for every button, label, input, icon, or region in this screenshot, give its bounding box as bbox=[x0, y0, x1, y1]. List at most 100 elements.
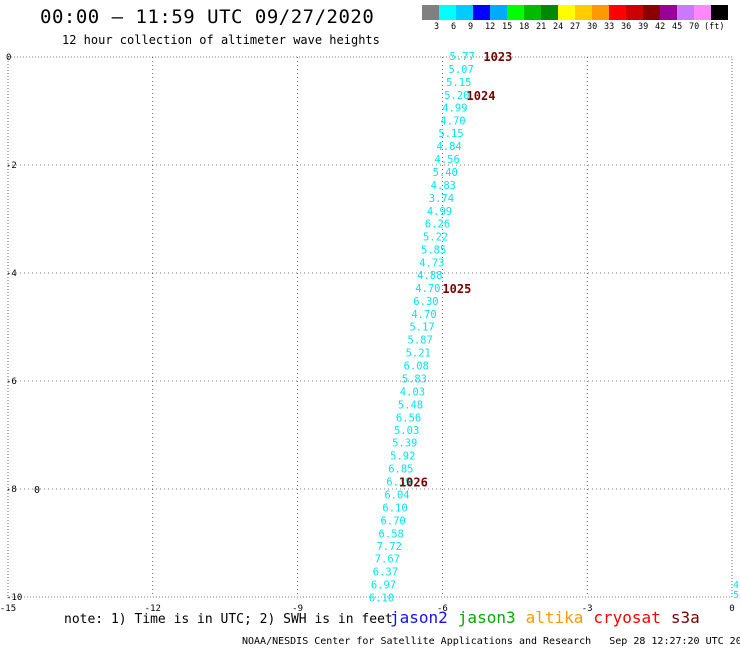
swh-value: 6.37 bbox=[373, 567, 398, 579]
swh-value: 4.99 bbox=[427, 206, 452, 218]
footer-org: NOAA/NESDIS Center for Satellite Applica… bbox=[242, 636, 592, 647]
footer-timestamp: Sep 28 12:27:20 UTC 2020 bbox=[609, 636, 740, 647]
legend-swatch bbox=[507, 5, 524, 20]
swh-value: 5.92 bbox=[390, 451, 415, 463]
swh-value: 5.03 bbox=[394, 425, 419, 437]
swh-value: 6.08 bbox=[404, 360, 429, 372]
swh-value: 6.70 bbox=[380, 515, 405, 527]
map-subtitle: 12 hour collection of altimeter wave hei… bbox=[62, 33, 380, 47]
satellite-s3a: s3a bbox=[670, 608, 700, 627]
satellite-cryosat: cryosat bbox=[593, 608, 661, 627]
swh-value: 6.26 bbox=[425, 218, 450, 230]
swh-value: 5.20 bbox=[444, 90, 469, 102]
legend-labels: 3 6 9 12 15 18 21 24 27 30 33 36 39 42 45 70 (ft) bbox=[422, 20, 740, 32]
left-edge-marker: 0 bbox=[34, 485, 40, 496]
legend-swatch bbox=[473, 5, 490, 20]
legend-unit: (ft) bbox=[704, 22, 725, 32]
swh-value: 4.84 bbox=[436, 141, 461, 153]
swh-value: 4.83 bbox=[431, 180, 456, 192]
swh-value: 5.48 bbox=[398, 399, 423, 411]
legend-swatch bbox=[694, 5, 711, 20]
swh-value: 6.30 bbox=[413, 296, 438, 308]
legend-swatch bbox=[592, 5, 609, 20]
swh-value: 6.56 bbox=[396, 412, 421, 424]
legend-label: 27 bbox=[570, 22, 581, 32]
satellite-jason2: jason2 bbox=[390, 608, 448, 627]
legend-swatch bbox=[439, 5, 456, 20]
swh-value: 4.88 bbox=[417, 270, 442, 282]
pressure-label: 1023 bbox=[483, 50, 512, 64]
swh-value: 7.72 bbox=[377, 541, 402, 553]
legend-label: 12 bbox=[485, 22, 496, 32]
satellite-legend: jason2 jason3 altika cryosat s3a bbox=[390, 608, 710, 627]
swh-value: 5.15 bbox=[446, 77, 471, 89]
legend-label: 36 bbox=[621, 22, 632, 32]
swh-value: 6.58 bbox=[379, 528, 404, 540]
swh-value: 5.17 bbox=[409, 322, 434, 334]
pressure-label: 1024 bbox=[467, 89, 496, 103]
legend-label: 42 bbox=[655, 22, 666, 32]
legend-label: 18 bbox=[519, 22, 530, 32]
swh-value: 4.03 bbox=[400, 386, 425, 398]
swh-value: 4.56 bbox=[435, 154, 460, 166]
swh-value: 4.73 bbox=[419, 257, 444, 269]
x-tick-label: -15 bbox=[0, 604, 16, 614]
legend-label: 24 bbox=[553, 22, 564, 32]
swh-value: 4.70 bbox=[440, 115, 465, 127]
swh-value: 6.39 bbox=[386, 477, 411, 489]
y-tick-label: -6 bbox=[6, 377, 17, 387]
legend-label: 70 bbox=[689, 22, 700, 32]
right-edge-value: 5 bbox=[733, 590, 739, 601]
swh-value: 5.85 bbox=[421, 244, 446, 256]
map-title: 00:00 – 11:59 UTC 09/27/2020 bbox=[40, 6, 375, 28]
legend-swatch bbox=[541, 5, 558, 20]
pressure-label: 1025 bbox=[442, 282, 471, 296]
x-tick-label: -9 bbox=[292, 604, 303, 614]
legend-swatch bbox=[660, 5, 677, 20]
swh-value: 6.10 bbox=[369, 593, 394, 605]
legend-swatch bbox=[422, 5, 439, 20]
legend-swatch bbox=[609, 5, 626, 20]
legend-label: 45 bbox=[672, 22, 683, 32]
swh-value: 3.74 bbox=[429, 193, 454, 205]
legend-swatch bbox=[643, 5, 660, 20]
swh-value: 5.83 bbox=[402, 373, 427, 385]
swh-value: 4.99 bbox=[442, 102, 467, 114]
legend-label: 30 bbox=[587, 22, 598, 32]
swh-value: 5.39 bbox=[392, 438, 417, 450]
swh-value: 6.97 bbox=[371, 580, 396, 592]
satellite-altika: altika bbox=[525, 608, 584, 627]
x-tick-label: 0 bbox=[729, 604, 734, 614]
swh-value: 5.22 bbox=[423, 231, 448, 243]
legend-swatch bbox=[575, 5, 592, 20]
satellite-jason3: jason3 bbox=[457, 608, 516, 627]
y-tick-label: -8 bbox=[6, 485, 17, 495]
legend-swatch bbox=[456, 5, 473, 20]
legend-label: 6 bbox=[451, 22, 457, 32]
swh-value: 7.67 bbox=[375, 554, 400, 566]
legend-label: 3 bbox=[434, 22, 440, 32]
swh-value: 5.15 bbox=[438, 128, 463, 140]
x-tick-label: -3 bbox=[582, 604, 593, 614]
legend-swatch bbox=[626, 5, 643, 20]
swh-value: 5.77 bbox=[450, 51, 475, 63]
swh-value: 6.04 bbox=[384, 489, 409, 501]
swh-value: 4.70 bbox=[415, 283, 440, 295]
swh-value: 6.85 bbox=[388, 464, 413, 476]
legend-label: 33 bbox=[604, 22, 615, 32]
plot-frame bbox=[7, 56, 733, 598]
legend-label: 9 bbox=[468, 22, 474, 32]
y-tick-label: -2 bbox=[6, 161, 17, 171]
right-edge-value: 4 bbox=[733, 580, 739, 591]
legend-swatch bbox=[490, 5, 507, 20]
legend-swatch bbox=[524, 5, 541, 20]
pressure-label: 1026 bbox=[399, 476, 428, 490]
legend-swatch bbox=[711, 5, 728, 20]
swh-value: 4.70 bbox=[411, 309, 436, 321]
x-tick-label: -6 bbox=[437, 604, 448, 614]
legend-swatch bbox=[558, 5, 575, 20]
x-tick-label: -12 bbox=[145, 604, 161, 614]
y-tick-label: 0 bbox=[6, 53, 11, 63]
